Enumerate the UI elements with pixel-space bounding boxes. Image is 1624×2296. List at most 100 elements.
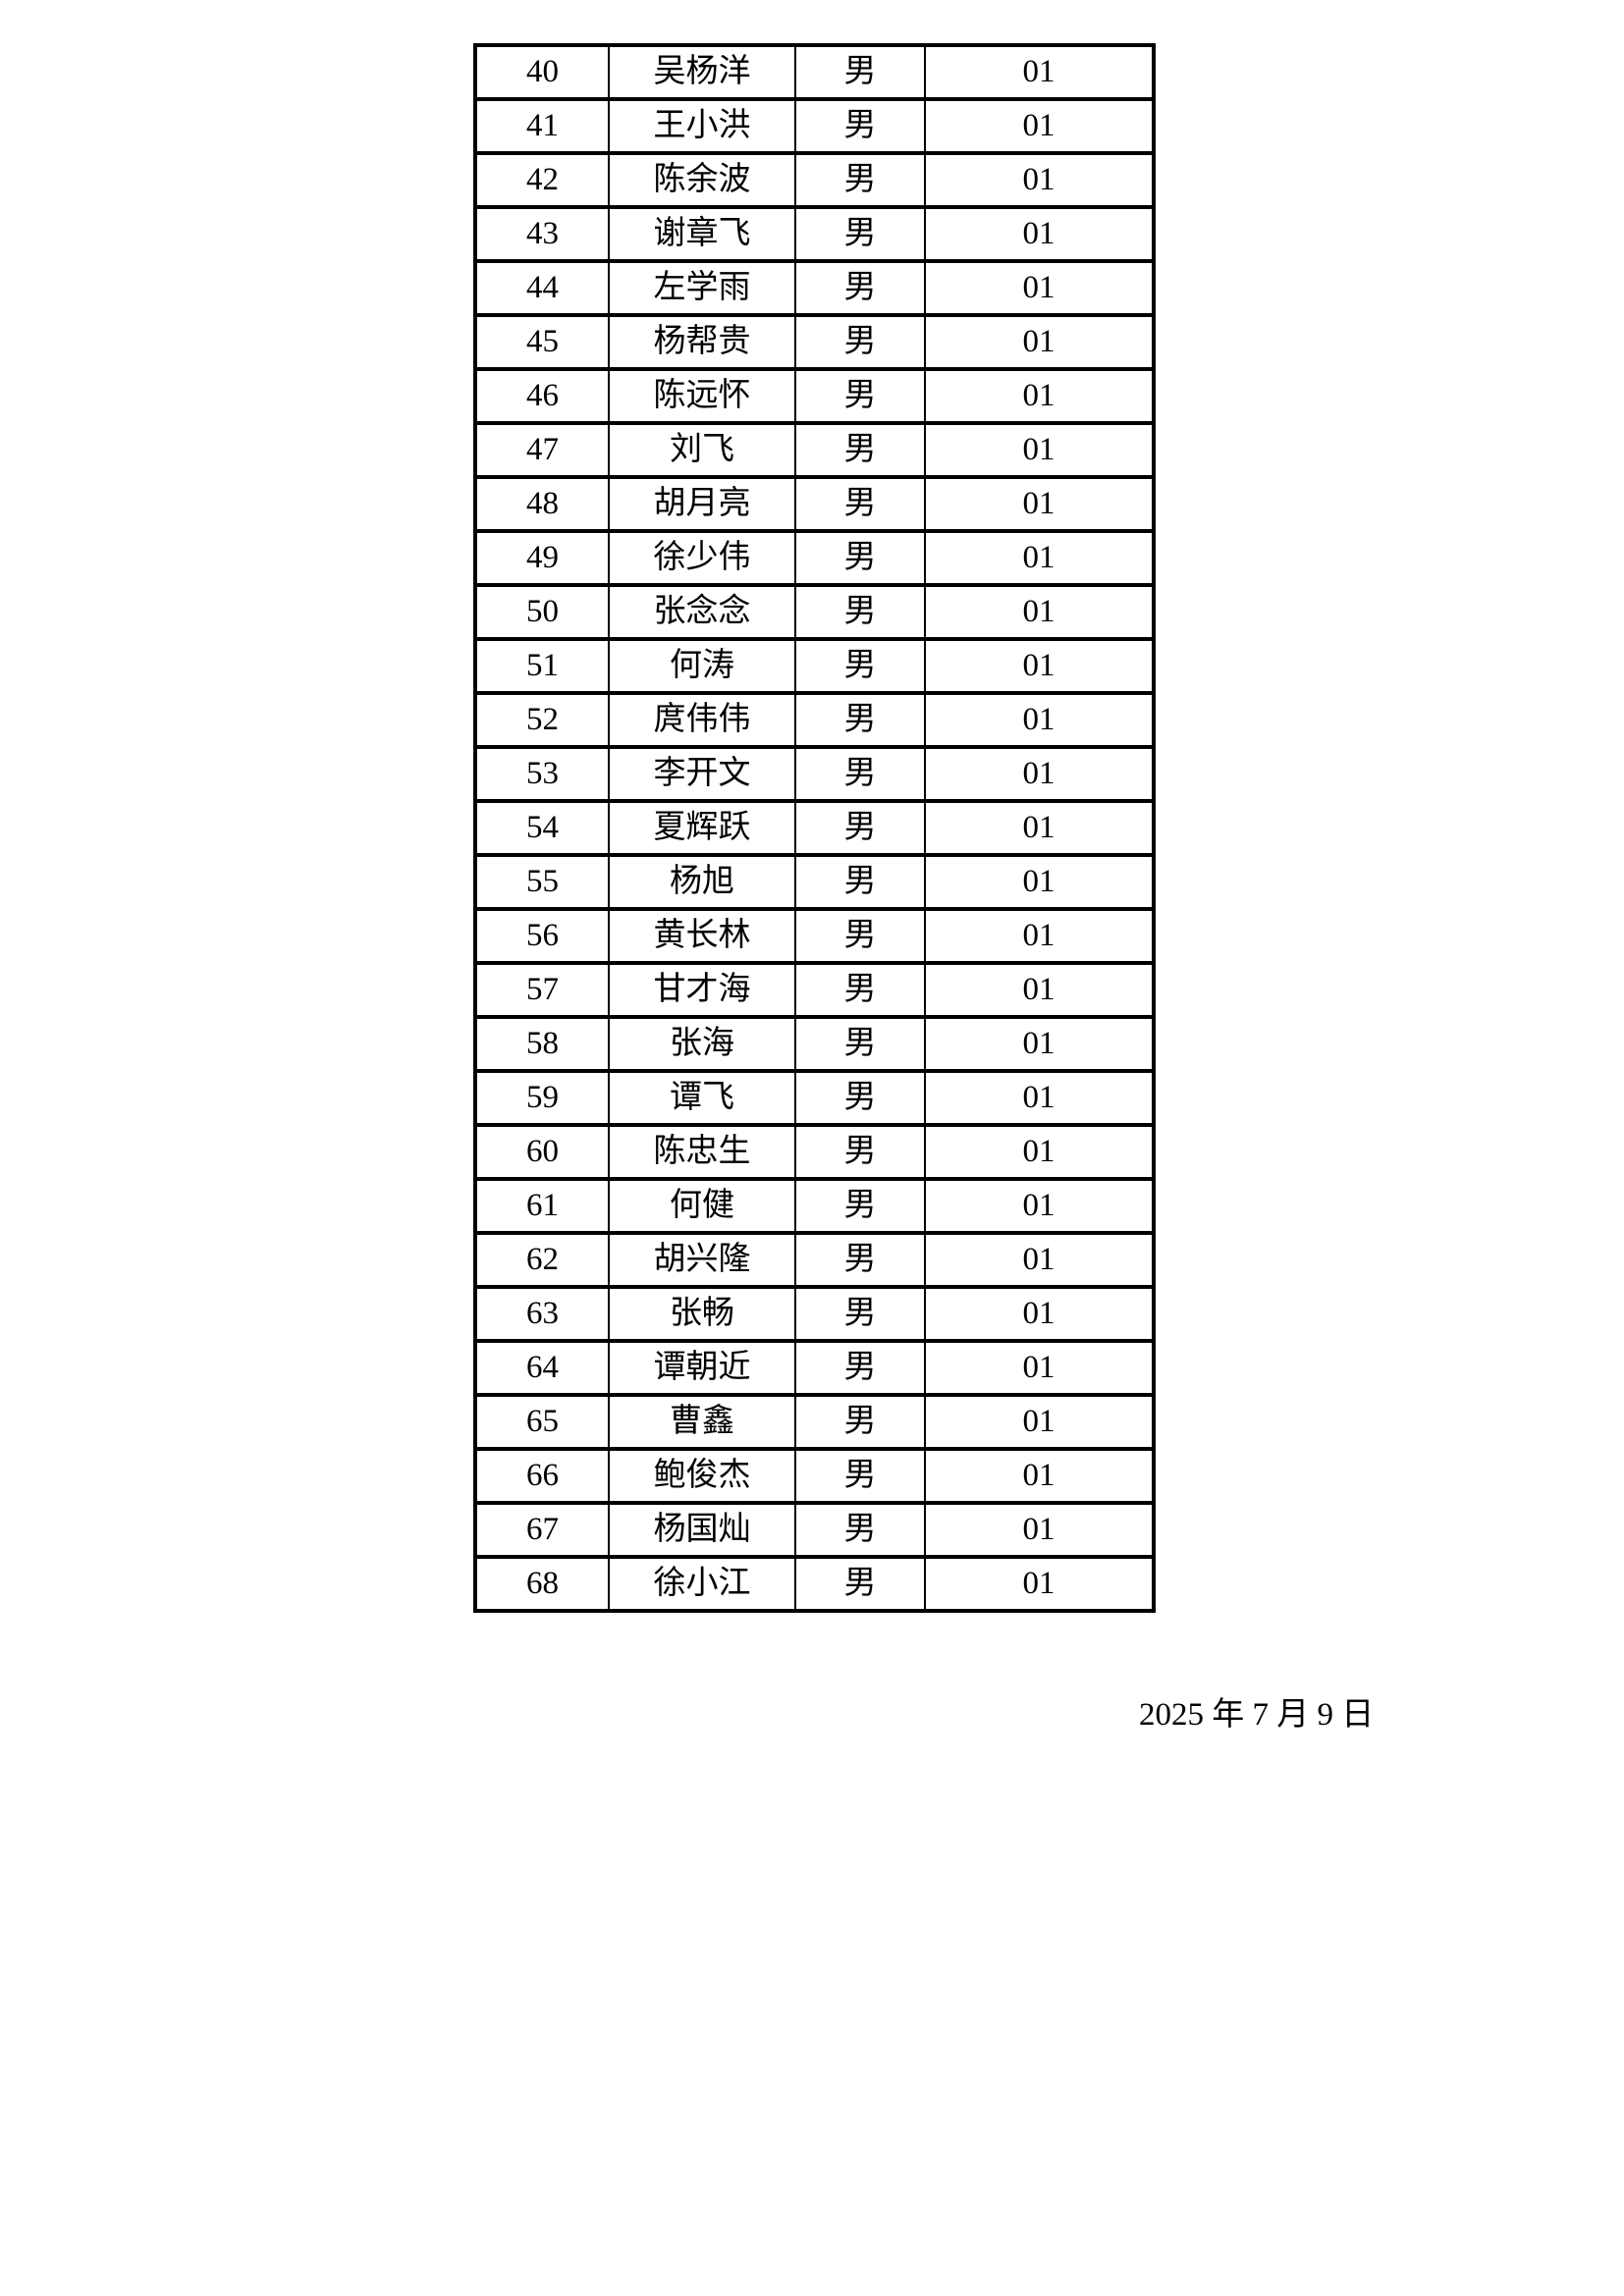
cell-code: 01 [924, 799, 1155, 857]
cell-name: 张畅 [608, 1285, 796, 1343]
cell-gender: 男 [794, 259, 926, 317]
cell-code: 01 [924, 1123, 1155, 1181]
cell-no: 53 [474, 745, 610, 803]
cell-no: 64 [474, 1339, 610, 1397]
cell-code: 01 [924, 637, 1155, 695]
table-row: 66 鲍俊杰男 01 [474, 1447, 1155, 1505]
cell-gender: 男 [794, 1069, 926, 1127]
table-row: 48 胡月亮男 01 [474, 475, 1155, 533]
table-row: 65 曹鑫男 01 [474, 1393, 1155, 1451]
cell-gender: 男 [794, 1231, 926, 1289]
cell-gender: 男 [794, 475, 926, 533]
cell-no: 47 [474, 421, 610, 479]
cell-no: 41 [474, 97, 610, 155]
cell-no: 56 [474, 907, 610, 965]
table-row: 60 陈忠生男 01 [474, 1123, 1155, 1181]
cell-code: 01 [924, 475, 1155, 533]
cell-name: 杨国灿 [608, 1501, 796, 1559]
cell-name: 王小洪 [608, 97, 796, 155]
cell-code: 01 [924, 529, 1155, 587]
cell-no: 63 [474, 1285, 610, 1343]
cell-no: 40 [474, 43, 610, 101]
cell-no: 60 [474, 1123, 610, 1181]
cell-name: 甘才海 [608, 961, 796, 1019]
cell-code: 01 [924, 1501, 1155, 1559]
table-row: 61 何健男 01 [474, 1177, 1155, 1235]
cell-code: 01 [924, 691, 1155, 749]
cell-name: 杨帮贵 [608, 313, 796, 371]
cell-no: 57 [474, 961, 610, 1019]
table-row: 44 左学雨男 01 [474, 259, 1155, 317]
cell-gender: 男 [794, 421, 926, 479]
table-row: 59 谭飞男 01 [474, 1069, 1155, 1127]
cell-name: 何涛 [608, 637, 796, 695]
cell-gender: 男 [794, 529, 926, 587]
cell-no: 65 [474, 1393, 610, 1451]
cell-name: 谭飞 [608, 1069, 796, 1127]
cell-code: 01 [924, 853, 1155, 911]
cell-no: 61 [474, 1177, 610, 1235]
cell-name: 陈余波 [608, 151, 796, 209]
cell-no: 62 [474, 1231, 610, 1289]
cell-gender: 男 [794, 1015, 926, 1073]
cell-no: 49 [474, 529, 610, 587]
cell-code: 01 [924, 1285, 1155, 1343]
cell-code: 01 [924, 1177, 1155, 1235]
cell-code: 01 [924, 151, 1155, 209]
cell-code: 01 [924, 907, 1155, 965]
cell-name: 胡兴隆 [608, 1231, 796, 1289]
cell-name: 吴杨洋 [608, 43, 796, 101]
cell-code: 01 [924, 313, 1155, 371]
roster-table-body: 40 吴杨洋男 01 41 王小洪男 01 42 陈余波男 01 43 谢章飞男 01 44 左学雨男 01… [474, 43, 1155, 1613]
cell-no: 50 [474, 583, 610, 641]
table-row: 41 王小洪男 01 [474, 97, 1155, 155]
cell-name: 谢章飞 [608, 205, 796, 263]
cell-code: 01 [924, 421, 1155, 479]
table-row: 62 胡兴隆男 01 [474, 1231, 1155, 1289]
cell-name: 胡月亮 [608, 475, 796, 533]
table-row: 45 杨帮贵男 01 [474, 313, 1155, 371]
cell-code: 01 [924, 1393, 1155, 1451]
table-row: 57 甘才海男 01 [474, 961, 1155, 1019]
cell-gender: 男 [794, 367, 926, 425]
cell-no: 68 [474, 1555, 610, 1613]
cell-gender: 男 [794, 745, 926, 803]
cell-code: 01 [924, 1069, 1155, 1127]
cell-gender: 男 [794, 1339, 926, 1397]
table-row: 67 杨国灿男 01 [474, 1501, 1155, 1559]
cell-code: 01 [924, 97, 1155, 155]
cell-name: 左学雨 [608, 259, 796, 317]
cell-name: 徐小江 [608, 1555, 796, 1613]
cell-no: 66 [474, 1447, 610, 1505]
cell-gender: 男 [794, 907, 926, 965]
cell-code: 01 [924, 1447, 1155, 1505]
table-row: 52 庹伟伟男 01 [474, 691, 1155, 749]
cell-code: 01 [924, 205, 1155, 263]
cell-gender: 男 [794, 313, 926, 371]
cell-name: 陈远怀 [608, 367, 796, 425]
table-row: 56 黄长林男 01 [474, 907, 1155, 965]
cell-gender: 男 [794, 961, 926, 1019]
cell-gender: 男 [794, 97, 926, 155]
cell-code: 01 [924, 745, 1155, 803]
cell-gender: 男 [794, 853, 926, 911]
cell-no: 46 [474, 367, 610, 425]
cell-gender: 男 [794, 43, 926, 101]
table-row: 63 张畅男 01 [474, 1285, 1155, 1343]
table-row: 55 杨旭男 01 [474, 853, 1155, 911]
cell-gender: 男 [794, 1393, 926, 1451]
table-row: 68 徐小江男 01 [474, 1555, 1155, 1613]
page-date: 2025 年 7 月 9 日 [1139, 1697, 1375, 1733]
table-row: 47 刘飞男 01 [474, 421, 1155, 479]
table-row: 40 吴杨洋男 01 [474, 43, 1155, 101]
cell-no: 44 [474, 259, 610, 317]
cell-name: 李开文 [608, 745, 796, 803]
cell-name: 徐少伟 [608, 529, 796, 587]
cell-gender: 男 [794, 1555, 926, 1613]
table-row: 51 何涛男 01 [474, 637, 1155, 695]
cell-name: 庹伟伟 [608, 691, 796, 749]
cell-code: 01 [924, 43, 1155, 101]
cell-name: 黄长林 [608, 907, 796, 965]
table-row: 54 夏辉跃男 01 [474, 799, 1155, 857]
